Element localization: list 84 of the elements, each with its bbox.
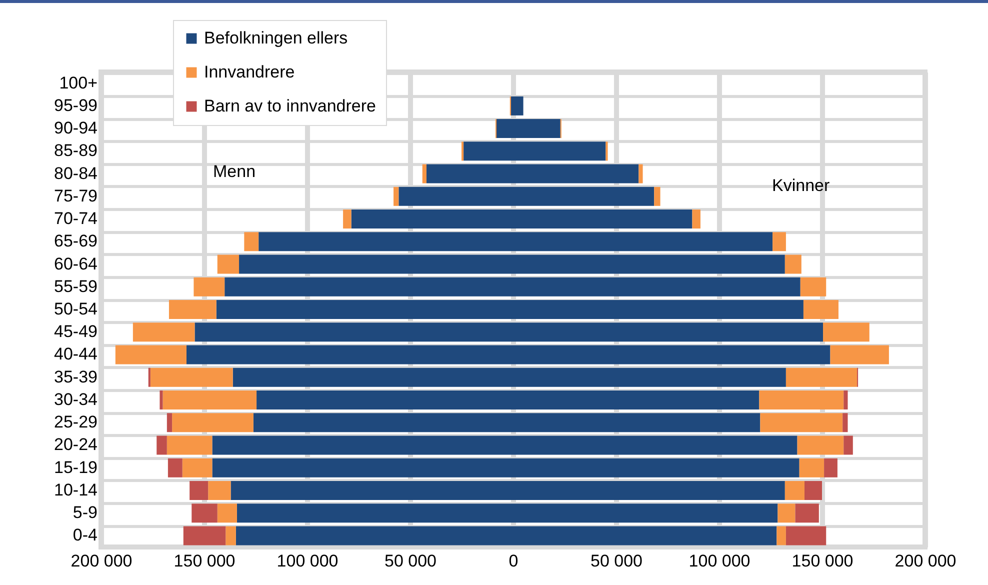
bar (162, 390, 257, 410)
y-tick-label: 95-99 (54, 96, 98, 115)
bar (799, 458, 824, 478)
bar (166, 436, 212, 455)
legend-label: Befolkningen ellers (204, 28, 348, 48)
bar (190, 480, 208, 500)
bar (226, 526, 236, 546)
annotation: Menn (213, 162, 256, 182)
bar (343, 210, 352, 229)
bar (183, 526, 226, 546)
y-tick-label: 100+ (59, 73, 98, 92)
bar (786, 368, 858, 387)
bar (513, 96, 524, 116)
x-tick-label: 100 000 (688, 552, 750, 570)
bar (422, 164, 426, 184)
y-tick-label: 70-74 (54, 209, 98, 228)
bar (844, 436, 853, 455)
x-tick-label: 150 000 (792, 552, 854, 570)
bar (638, 164, 643, 184)
y-tick-label: 20-24 (54, 435, 98, 454)
x-tick-label: 0 (508, 552, 518, 570)
bar (776, 526, 786, 546)
y-tick-label: 30-34 (54, 390, 98, 409)
y-tick-label: 65-69 (54, 232, 98, 251)
bar (772, 232, 786, 252)
bar (160, 390, 163, 410)
y-tick-label: 10-14 (54, 480, 98, 500)
y-tick-label: 75-79 (54, 186, 98, 206)
annotation: Kvinner (772, 176, 830, 196)
bar (150, 368, 233, 387)
bar (823, 322, 870, 342)
bar (830, 345, 889, 364)
bar (786, 526, 826, 546)
bar (115, 345, 186, 364)
bar (784, 480, 804, 500)
y-tick-label: 45-49 (54, 322, 98, 342)
y-tick-label: 60-64 (54, 254, 98, 274)
y-tick-label: 35-39 (54, 367, 98, 386)
bar (824, 458, 838, 478)
legend-label: Innvandrere (204, 62, 295, 82)
x-tick-label: 200 000 (894, 552, 956, 570)
bar (244, 232, 259, 252)
bar (217, 254, 240, 274)
bar (182, 458, 212, 478)
x-tick-label: 200 000 (70, 552, 132, 570)
y-tick-label: 15-19 (54, 458, 98, 477)
bar (132, 322, 195, 342)
bar (797, 436, 844, 455)
legend-label: Barn av to innvandrere (204, 96, 376, 116)
y-tick-label: 90-94 (54, 118, 98, 138)
bar (759, 390, 844, 410)
bar (778, 504, 796, 523)
y-tick-label: 5-9 (72, 503, 98, 522)
bar (208, 480, 231, 500)
bar (168, 300, 216, 319)
bar (784, 254, 802, 274)
x-tick-label: 150 000 (174, 552, 236, 570)
y-tick-label: 85-89 (54, 141, 98, 160)
bar (217, 504, 237, 523)
y-tick-label: 80-84 (54, 164, 98, 183)
y-tick-label: 0-4 (72, 526, 98, 545)
bar (800, 277, 826, 296)
y-tick-label: 50-54 (54, 300, 98, 318)
x-tick-label: 50 000 (384, 552, 436, 570)
bar (844, 390, 848, 410)
bar (803, 300, 838, 319)
bar (156, 436, 167, 455)
bar (795, 504, 819, 523)
bar (168, 458, 182, 478)
bar (842, 413, 848, 432)
y-tick-label: 40-44 (54, 344, 98, 364)
y-tick-label: 55-59 (54, 276, 98, 296)
bar (166, 413, 172, 432)
bar (192, 504, 218, 523)
bar (760, 413, 843, 432)
x-tick-label: 100 000 (276, 552, 338, 570)
y-tick-label: 25-29 (54, 412, 98, 432)
bar (394, 186, 399, 206)
x-tick-label: 50 000 (590, 552, 642, 570)
bar (172, 413, 254, 432)
bar (692, 210, 700, 229)
bar (194, 277, 225, 296)
bar (804, 480, 822, 500)
bar (654, 186, 660, 206)
